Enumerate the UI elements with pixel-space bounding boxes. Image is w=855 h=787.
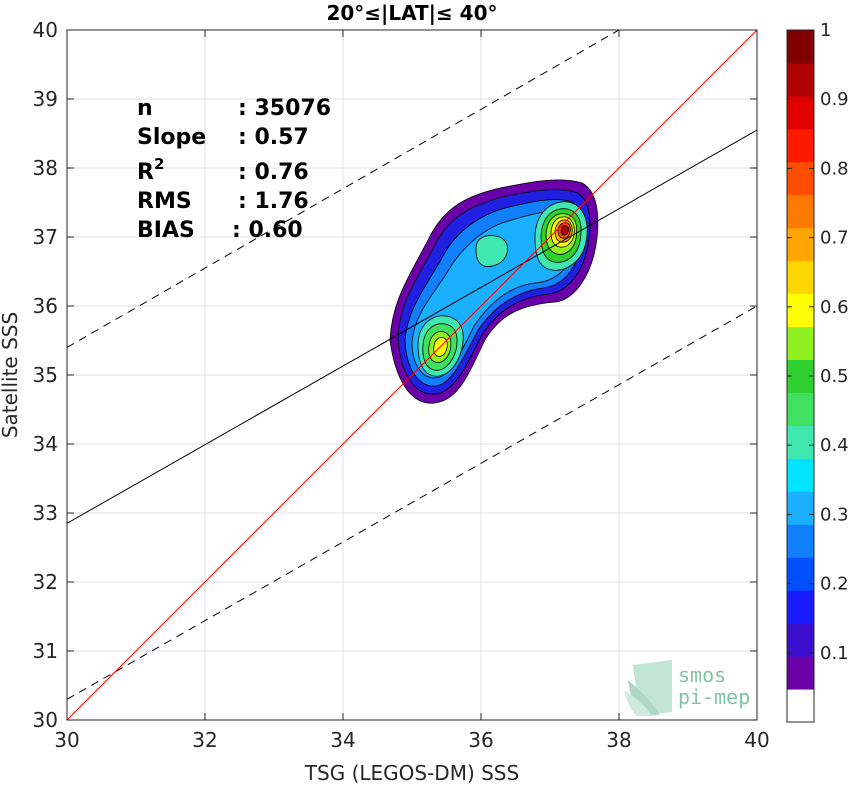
colorbar-tick-label: 0.5 <box>820 366 849 387</box>
colorbar-ticks: 0.1 0.2 0.3 0.4 0.5 0.6 0.7 0.8 0.9 1 <box>787 20 849 664</box>
stat-bias-value: : 0.60 <box>232 218 303 243</box>
colorbar-segment <box>787 425 814 459</box>
y-tick-label: 30 <box>33 708 58 732</box>
x-tick-label: 32 <box>192 728 217 752</box>
colorbar-segment <box>787 128 814 163</box>
y-tick-label: 33 <box>33 501 58 525</box>
logo-wave-icon <box>624 660 672 716</box>
colorbar-segment <box>787 524 814 558</box>
colorbar-tick-label: 0.6 <box>820 297 849 318</box>
reference-lines <box>67 30 757 720</box>
colorbar-segment <box>787 623 814 657</box>
y-axis-ticks: 30 31 32 33 34 35 36 37 38 39 40 <box>33 18 757 732</box>
x-tick-label: 36 <box>468 728 493 752</box>
y-tick-label: 37 <box>33 225 58 249</box>
colorbar-segment <box>787 30 814 64</box>
colorbar-tick-label: 0.4 <box>820 435 849 456</box>
stats-block: n : 35076 Slope : 0.57 R2 : 0.76 RMS : 1… <box>137 96 331 243</box>
colorbar-segment <box>787 590 814 624</box>
colorbar-segment <box>787 293 814 328</box>
x-tick-label: 40 <box>744 728 769 752</box>
colorbar-tick-label: 1 <box>820 20 831 41</box>
smos-pi-mep-logo: smos pi-mep <box>624 660 750 716</box>
colorbar-tick-label: 0.7 <box>820 228 849 249</box>
colorbar-segment <box>787 95 814 130</box>
lower-bound-line <box>67 305 757 700</box>
colorbar-segment <box>787 557 814 591</box>
stat-slope-value: : 0.57 <box>238 125 309 150</box>
regression-line <box>67 129 757 524</box>
colorbar-tick-label: 0.8 <box>820 158 849 179</box>
x-tick-label: 38 <box>606 728 631 752</box>
stat-slope-label: Slope <box>137 125 206 150</box>
y-tick-label: 39 <box>33 87 58 111</box>
y-tick-label: 31 <box>33 639 58 663</box>
logo-line2: pi-mep <box>678 685 750 709</box>
stat-bias-label: BIAS <box>137 218 195 243</box>
stat-n-value: : 35076 <box>238 96 331 121</box>
y-tick-label: 35 <box>33 363 58 387</box>
colorbar-segment <box>787 326 814 361</box>
colorbar-segment <box>787 161 814 196</box>
y-tick-label: 36 <box>33 294 58 318</box>
colorbar-tick-label: 0.2 <box>820 574 849 595</box>
y-tick-label: 32 <box>33 570 58 594</box>
logo-line1: smos <box>678 663 726 687</box>
x-axis-ticks: 30 32 34 36 38 40 <box>54 30 770 752</box>
colorbar-segment <box>787 194 814 229</box>
grid <box>66 29 758 721</box>
stat-rms-value: : 1.76 <box>238 189 309 214</box>
colorbar-segment <box>787 227 814 262</box>
x-tick-label: 34 <box>330 728 355 752</box>
colorbar-tick-label: 0.3 <box>820 504 849 525</box>
colorbar-segment <box>787 458 814 492</box>
y-axis-label: Satellite SSS <box>0 312 22 438</box>
chart-title: 20°≤|LAT|≤ 40° <box>326 1 497 25</box>
colorbar-tick-label: 0.1 <box>820 643 849 664</box>
y-tick-label: 40 <box>33 18 58 42</box>
colorbar-segment <box>787 656 814 690</box>
identity-line <box>67 30 757 720</box>
y-tick-label: 38 <box>33 156 58 180</box>
colorbar-tick-label: 0.9 <box>820 89 849 110</box>
colorbar-segment <box>787 689 814 723</box>
colorbar <box>787 30 814 723</box>
stat-n-label: n <box>137 96 153 121</box>
colorbar-segment <box>787 62 814 97</box>
contour-secondary-peak <box>475 235 508 267</box>
x-tick-label: 30 <box>54 728 79 752</box>
colorbar-segment <box>787 260 814 295</box>
x-axis-label: TSG (LEGOS-DM) SSS <box>304 761 519 785</box>
colorbar-segment <box>787 491 814 525</box>
colorbar-segment <box>787 392 814 426</box>
stat-r2-value: : 0.76 <box>238 160 309 185</box>
y-tick-label: 34 <box>33 432 58 456</box>
contour-main-7 <box>560 225 570 236</box>
stat-rms-label: RMS <box>137 189 192 214</box>
